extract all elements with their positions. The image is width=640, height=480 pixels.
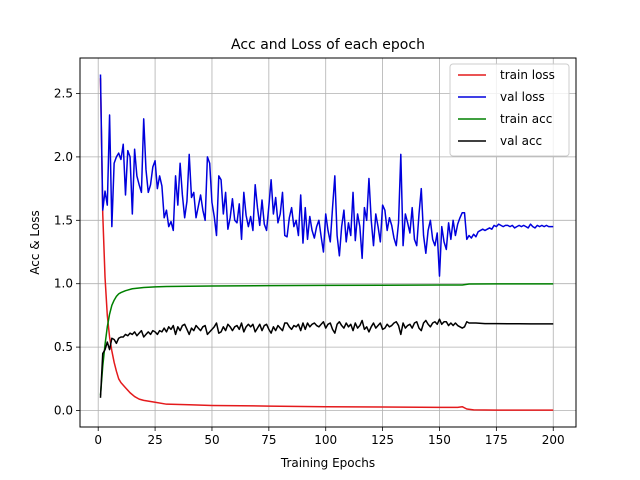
legend-label-train-loss: train loss — [500, 68, 555, 82]
series-line-val-acc — [99, 318, 554, 398]
series-line-val-loss — [99, 74, 554, 277]
y-axis-label: Acc & Loss — [28, 210, 42, 275]
x-tick-label: 50 — [204, 433, 219, 447]
plot-frame — [79, 57, 577, 428]
y-axis-ticks: 0.0 0.5 1.0 1.5 2.0 2.5 — [54, 87, 80, 418]
x-tick-label: 200 — [542, 433, 565, 447]
legend-box — [449, 63, 570, 157]
legend: train loss val loss train acc val acc — [449, 63, 570, 157]
y-tick-label: 2.0 — [54, 150, 73, 164]
series-line-train-loss — [99, 78, 554, 411]
x-tick-label: 100 — [314, 433, 337, 447]
x-tick-label: 175 — [485, 433, 508, 447]
y-tick-label: 1.5 — [54, 213, 73, 227]
legend-label-train-acc: train acc — [500, 112, 552, 126]
x-tick-label: 150 — [428, 433, 451, 447]
y-tick-label: 1.0 — [54, 277, 73, 291]
x-axis-ticks: 0 25 50 75 100 125 150 175 200 — [94, 427, 565, 447]
x-axis-label: Training Epochs — [280, 456, 375, 470]
x-tick-label: 0 — [94, 433, 102, 447]
y-tick-label: 0.5 — [54, 340, 73, 354]
chart-title: Acc and Loss of each epoch — [231, 37, 425, 53]
x-tick-label: 25 — [147, 433, 162, 447]
legend-label-val-loss: val loss — [500, 90, 545, 104]
legend-label-val-acc: val acc — [500, 134, 542, 148]
x-tick-label: 75 — [261, 433, 276, 447]
series-lines — [99, 74, 554, 411]
y-tick-label: 2.5 — [54, 87, 73, 101]
y-tick-label: 0.0 — [54, 404, 73, 418]
series-line-train-acc — [99, 283, 554, 396]
x-tick-label: 125 — [371, 433, 394, 447]
